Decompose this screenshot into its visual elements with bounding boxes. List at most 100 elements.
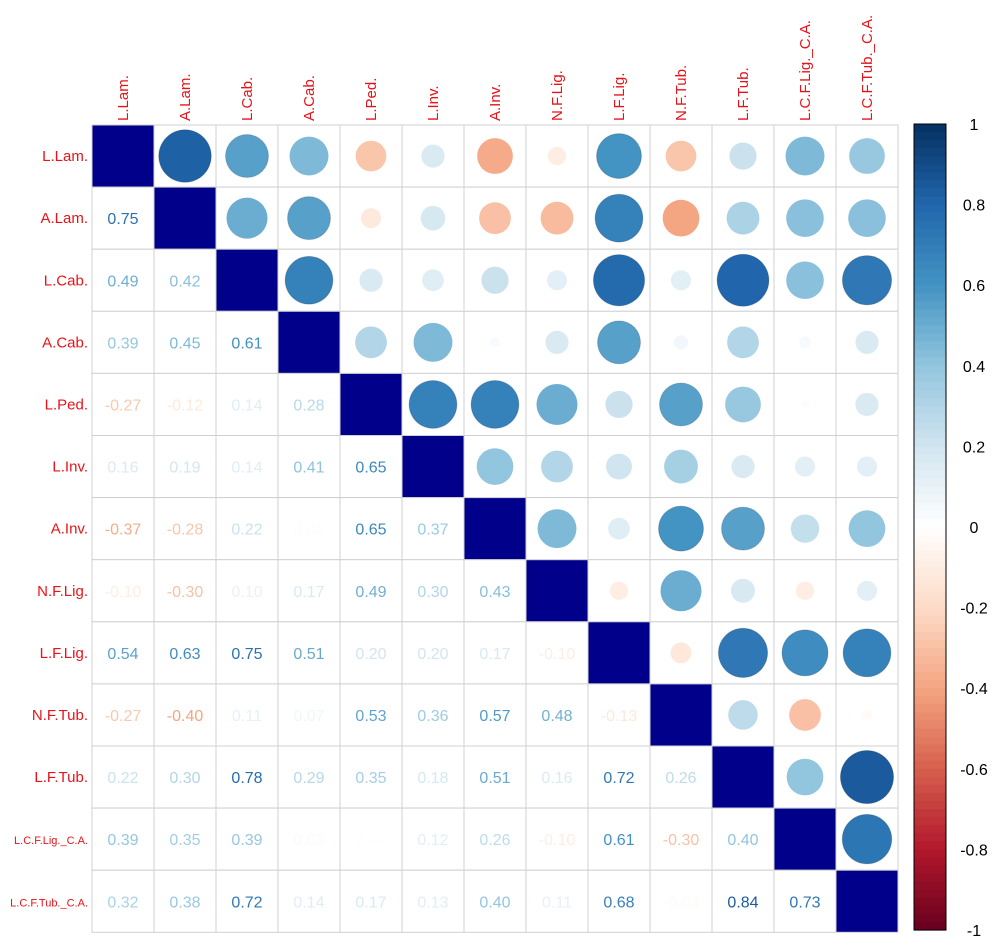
correlation-value-label: 0.14: [231, 397, 262, 414]
correlation-circle: [795, 581, 815, 600]
colorbar-segment: [914, 188, 946, 198]
correlation-circle: [789, 699, 821, 731]
correlation-circle: [717, 627, 769, 678]
correlation-circle: [545, 330, 569, 354]
row-label: N.F.Tub.: [32, 707, 88, 724]
matrix-cell: [277, 621, 341, 685]
correlation-value-label: 0.49: [355, 584, 386, 601]
correlation-circle: [479, 202, 511, 235]
correlation-circle: [360, 208, 382, 229]
correlation-value-label: 0.14: [293, 894, 324, 911]
colorbar-segment: [914, 164, 946, 173]
row-label: L.Lam.: [42, 148, 88, 165]
colorbar-segment: [914, 825, 946, 834]
matrix-cell: [525, 683, 589, 747]
correlation-circle: [605, 390, 633, 419]
correlation-value-label: 0.12: [417, 832, 448, 849]
correlation-value-label: 0.72: [231, 894, 262, 911]
correlation-circle: [422, 269, 444, 292]
correlation-value-label: 0.30: [169, 770, 200, 787]
colorbar-segment: [914, 510, 946, 520]
colorbar-segment: [914, 244, 946, 254]
colorbar-segment: [914, 406, 946, 415]
correlation-value-label: 0.32: [107, 894, 138, 911]
correlation-value-label: 0.39: [107, 832, 138, 849]
colorbar-segment: [914, 261, 946, 270]
row-label: L.Inv.: [52, 459, 88, 476]
colorbar-segment: [914, 438, 946, 447]
matrix-cell: [711, 869, 775, 933]
correlation-circle: [786, 261, 824, 300]
matrix-cell: [525, 745, 589, 809]
correlation-circle: [476, 448, 514, 485]
matrix-cell: [277, 683, 341, 747]
correlation-value-label: 0.84: [727, 894, 758, 911]
matrix-cell: [153, 807, 217, 871]
colorbar-tick-label: -1: [967, 923, 981, 940]
matrix-cell: [91, 559, 155, 623]
matrix-cell: [339, 869, 403, 933]
row-label: L.C.F.Lig._C.A.: [14, 835, 88, 847]
row-label: A.Cab.: [42, 334, 88, 351]
matrix-cell: [401, 621, 465, 685]
colorbar-segment: [914, 389, 946, 399]
colorbar-segment: [914, 849, 946, 859]
correlation-value-label: 0.22: [107, 770, 138, 787]
matrix-cell: [711, 186, 775, 250]
colorbar-tick-label: -0.8: [960, 842, 988, 859]
correlation-circle: [481, 266, 509, 294]
diagonal-cell: [91, 124, 155, 188]
colorbar-segment: [914, 446, 946, 456]
row-label: L.C.F.Tub._C.A.: [10, 897, 88, 909]
colorbar-segment: [914, 478, 946, 488]
correlation-circle: [861, 709, 873, 720]
correlation-value-label: 0.03: [293, 832, 324, 849]
correlation-circle: [158, 129, 212, 183]
correlation-value-label: 0.22: [231, 522, 262, 539]
matrix-cell: [91, 248, 155, 312]
correlation-value-label: 0.16: [107, 460, 138, 477]
colorbar-segment: [914, 744, 946, 754]
matrix-cell: [153, 745, 217, 809]
colorbar-segment: [914, 373, 946, 383]
colorbar-segment: [914, 881, 946, 891]
colorbar-segment: [914, 704, 946, 713]
column-label: A.Lam.: [177, 73, 194, 121]
correlation-value-label: 0.36: [417, 708, 448, 725]
matrix-cell: [215, 310, 279, 374]
correlation-value-label: 0.75: [107, 211, 138, 228]
colorbar-segment: [914, 776, 946, 786]
colorbar-segment: [914, 841, 946, 850]
column-label: L.Ped.: [363, 78, 380, 121]
correlation-value-label: 0.42: [169, 273, 200, 290]
correlation-circle: [786, 758, 824, 796]
matrix-cell: [339, 497, 403, 561]
correlation-value-label: 0.29: [293, 770, 324, 787]
correlation-value-label: 0.35: [169, 832, 200, 849]
row-label: L.F.Lig.: [40, 645, 88, 662]
colorbar-segment: [914, 196, 946, 206]
colorbar-segment: [914, 535, 946, 544]
correlation-value-label: -0.27: [105, 397, 142, 414]
colorbar-segment: [914, 341, 946, 351]
colorbar-segment: [914, 204, 946, 214]
row-label: L.Ped.: [45, 396, 88, 413]
correlation-value-label: 0.49: [107, 273, 138, 290]
colorbar-segment: [914, 502, 946, 512]
correlation-circle: [664, 449, 698, 484]
row-label: A.Inv.: [51, 521, 88, 538]
matrix-cell: [215, 372, 279, 436]
colorbar-segment: [914, 792, 946, 802]
matrix-cell: [339, 683, 403, 747]
matrix-cell: [525, 621, 589, 685]
correlation-circle: [855, 392, 879, 417]
matrix-cell: [649, 745, 713, 809]
correlation-value-label: 0.41: [293, 460, 324, 477]
column-label: L.C.F.Tub._C.A.: [859, 15, 876, 121]
correlation-value-label: 0.11: [232, 708, 262, 725]
diagonal-cell: [463, 497, 527, 561]
colorbar-segment: [914, 398, 946, 407]
colorbar-segment: [914, 325, 946, 335]
colorbar-segment: [914, 269, 946, 278]
correlation-value-label: 0.19: [169, 460, 200, 477]
